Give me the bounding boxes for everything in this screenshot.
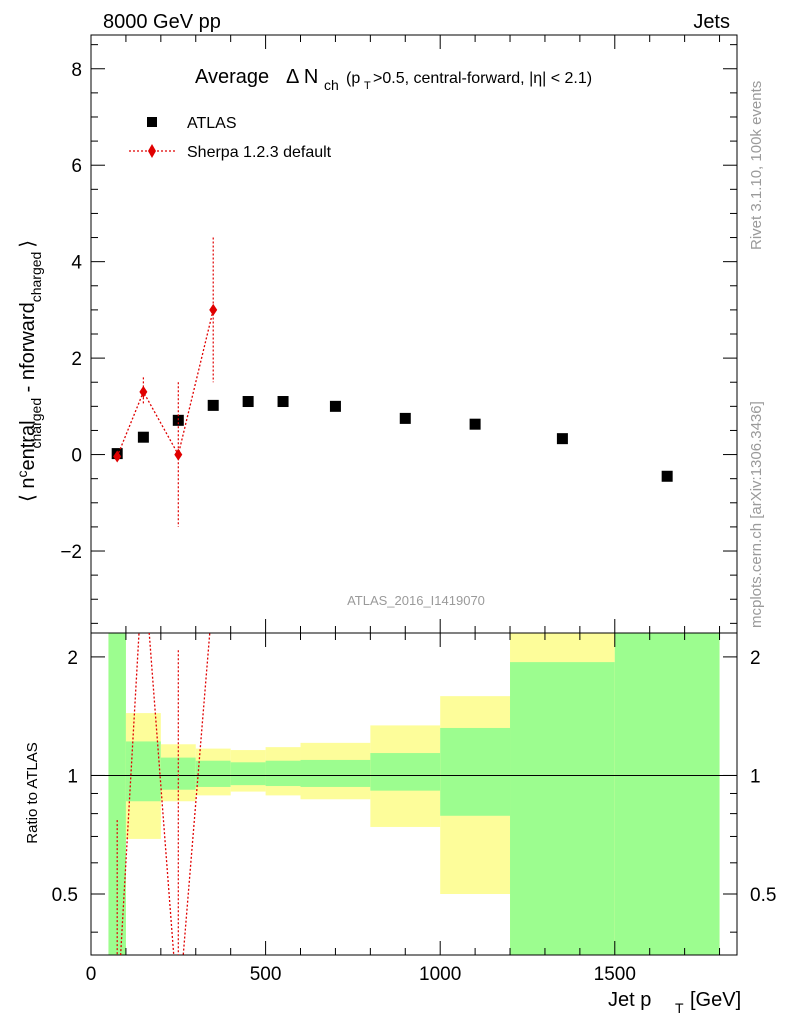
- sherpa-ratio-line: [119, 633, 211, 955]
- atlas-point: [137, 431, 149, 443]
- ratio-band-inner: [510, 662, 615, 955]
- title-main: Average: [195, 66, 269, 88]
- legend-atlas-label: ATLAS: [187, 115, 237, 132]
- ratio-band-inner: [195, 760, 231, 787]
- ylabel-part-c: c: [14, 471, 30, 478]
- x-tick-label: 1000: [419, 964, 461, 985]
- legend-atlas-marker: [147, 117, 157, 127]
- svg-text:⟨ ncentralcharged - nforwardch: ⟨ ncentralcharged - nforwardcharged⟩: [14, 240, 44, 502]
- ylabel-part-g: charged: [28, 252, 44, 303]
- side-text-bottom: mcplots.cern.ch [arXiv:1306.3436]: [748, 401, 765, 628]
- analysis-id: ATLAS_2016_I1419070: [347, 593, 485, 608]
- ratio-tick-label-right: 1: [750, 766, 761, 787]
- ylabel-part-f: forward: [17, 302, 39, 369]
- main-plot-data: [111, 237, 673, 527]
- atlas-point: [172, 414, 184, 426]
- atlas-point: [469, 418, 481, 430]
- ratio-y-label: Ratio to ATLAS: [24, 742, 41, 843]
- ratio-band-inner: [108, 633, 126, 955]
- atlas-point: [242, 396, 254, 408]
- ratio-band-inner: [440, 727, 511, 816]
- ratio-band-inner: [370, 753, 441, 791]
- ratio-band-inner: [300, 759, 371, 787]
- ratio-band-inner: [614, 633, 720, 955]
- xlabel-unit: [GeV]: [690, 989, 741, 1011]
- ratio-tick-label-left: 1: [67, 766, 78, 787]
- x-axis-label: Jet p T [GeV]: [608, 989, 741, 1016]
- atlas-point: [661, 470, 673, 482]
- ratio-frame: [90, 632, 738, 956]
- axis-ticks: [90, 35, 737, 955]
- side-text-top: Rivet 3.1.10, 100k events: [748, 81, 765, 250]
- ratio-band-inner: [265, 760, 301, 787]
- title-cut-sub: T: [364, 80, 371, 92]
- legend: ATLAS Sherpa 1.2.3 default: [129, 115, 332, 161]
- xlabel-sub: T: [675, 1000, 684, 1016]
- atlas-point: [399, 412, 411, 424]
- y-tick-label: 8: [71, 60, 82, 81]
- xlabel-main: Jet p: [608, 989, 651, 1011]
- ratio-tick-label-right: 0.5: [750, 885, 776, 906]
- ratio-bands: [108, 633, 720, 955]
- x-tick-label: 500: [250, 964, 282, 985]
- tick-labels: 0 500 1000 1500 −2 0 2 4 6 8 0.5 0.5 1 1 2 2: [52, 60, 777, 985]
- title-cut-rest: >0.5, central-forward, |η| < 2.1): [373, 70, 592, 87]
- ylabel-part-a: ⟨ n: [17, 478, 39, 502]
- ratio-plot-data: [116, 633, 211, 955]
- header-right-text: Jets: [693, 11, 730, 33]
- header-left-text: 8000 GeV pp: [103, 11, 221, 33]
- ratio-tick-label-right: 2: [750, 648, 761, 669]
- y-tick-label: 0: [71, 446, 82, 467]
- atlas-point: [277, 396, 289, 408]
- y-tick-label: 2: [71, 349, 82, 370]
- legend-sherpa-label: Sherpa 1.2.3 default: [187, 144, 332, 161]
- atlas-point: [556, 433, 568, 445]
- atlas-point: [329, 400, 341, 412]
- title-delta: Δ N: [286, 66, 318, 88]
- atlas-point: [207, 399, 219, 411]
- x-tick-label: 1500: [594, 964, 636, 985]
- title-cut: (p: [346, 70, 360, 87]
- plot-title: Average Δ N ch (p T >0.5, central-forwar…: [195, 66, 592, 93]
- x-tick-label: 0: [86, 964, 97, 985]
- sherpa-line: [116, 309, 214, 457]
- ratio-tick-label-left: 2: [67, 648, 78, 669]
- sherpa-point: [209, 303, 218, 316]
- y-tick-label: 6: [71, 156, 82, 177]
- ylabel-part-b: entral: [17, 420, 39, 470]
- y-tick-label: −2: [60, 542, 82, 563]
- title-sub: ch: [324, 77, 339, 93]
- ylabel-part-d: charged: [28, 398, 44, 449]
- legend-sherpa-marker: [148, 144, 156, 158]
- sherpa-point: [113, 450, 122, 463]
- ratio-band-inner: [230, 762, 266, 786]
- sherpa-point: [139, 385, 148, 398]
- ratio-tick-label-left: 0.5: [52, 885, 78, 906]
- sherpa-point: [174, 448, 183, 461]
- ylabel-part-e: - n: [17, 369, 39, 398]
- y-axis-label: ⟨ ncentralcharged - nforwardcharged⟩: [14, 240, 44, 502]
- y-tick-label: 4: [71, 253, 82, 274]
- ylabel-part-h: ⟩: [17, 240, 39, 248]
